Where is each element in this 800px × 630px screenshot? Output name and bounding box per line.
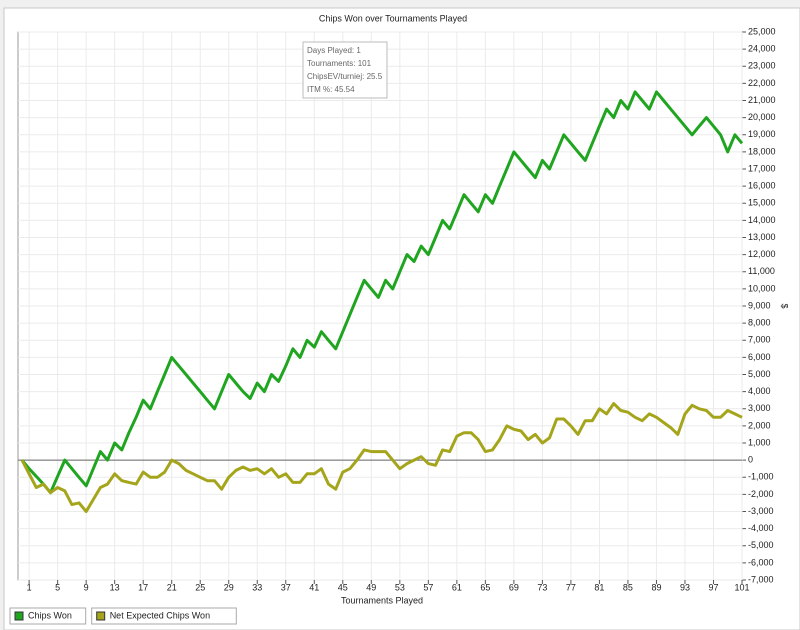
y-tick-label: -4,000 xyxy=(748,523,774,533)
x-tick-label: 89 xyxy=(651,582,661,592)
legend-frame xyxy=(91,607,237,625)
x-tick-label: 93 xyxy=(680,582,690,592)
y-tick-label: 14,000 xyxy=(748,215,776,225)
y-tick-label: -5,000 xyxy=(748,540,774,550)
x-tick-label: 37 xyxy=(281,582,291,592)
info-text: ITM %: 45.54 xyxy=(307,85,355,94)
y-tick-label: 13,000 xyxy=(748,232,776,242)
x-tick-label: 33 xyxy=(252,582,262,592)
data-line xyxy=(20,402,743,513)
x-tick-label: 49 xyxy=(366,582,376,592)
x-tick-label: 45 xyxy=(338,582,348,592)
info-text: Days Played: 1 xyxy=(307,46,361,55)
y-tick-label: 20,000 xyxy=(748,112,776,122)
y-tick-label: 18,000 xyxy=(748,146,776,156)
x-tick-label: 41 xyxy=(309,582,319,592)
legend-swatch xyxy=(14,611,24,621)
y-tick-label: -2,000 xyxy=(748,489,774,499)
x-tick-label: 69 xyxy=(509,582,519,592)
y-tick-label: 25,000 xyxy=(748,26,776,36)
y-tick-label: 4,000 xyxy=(748,386,771,396)
info-text: Tournaments: 101 xyxy=(307,59,372,68)
y-tick-label: -7,000 xyxy=(748,574,774,584)
legend-frame xyxy=(9,607,87,625)
data-line xyxy=(20,90,744,495)
legend-swatch xyxy=(96,611,106,621)
y-tick-label: 11,000 xyxy=(748,266,775,276)
x-tick-label: 53 xyxy=(395,582,405,592)
x-axis-label: Tournaments Played xyxy=(341,595,423,605)
y-tick-label: -1,000 xyxy=(748,472,774,482)
legend-item: Chips Won xyxy=(9,607,87,625)
y-tick-label: 15,000 xyxy=(748,198,776,208)
x-tick-label: 61 xyxy=(452,582,462,592)
legend-item: Net Expected Chips Won xyxy=(91,607,237,625)
legend-label: Chips Won xyxy=(28,610,72,620)
x-tick-label: 17 xyxy=(138,582,148,592)
x-tick-label: 73 xyxy=(537,582,547,592)
y-tick-label: 8,000 xyxy=(748,318,771,328)
x-tick-label: 5 xyxy=(55,582,60,592)
y-tick-label: 0 xyxy=(748,455,753,465)
y-tick-label: 22,000 xyxy=(748,78,776,88)
x-tick-label: 1 xyxy=(27,582,32,592)
y-axis-label: $ xyxy=(780,303,790,308)
info-text: ChipsEV/turniej: 25.5 xyxy=(307,72,383,81)
x-tick-label: 101 xyxy=(734,582,749,592)
y-tick-label: 23,000 xyxy=(748,61,776,71)
x-tick-label: 85 xyxy=(623,582,633,592)
y-tick-label: 7,000 xyxy=(748,335,771,345)
x-tick-label: 81 xyxy=(594,582,604,592)
y-tick-label: -3,000 xyxy=(748,506,774,516)
x-tick-label: 21 xyxy=(167,582,177,592)
y-tick-label: 9,000 xyxy=(748,300,771,310)
x-tick-label: 97 xyxy=(708,582,718,592)
y-tick-label: 6,000 xyxy=(748,352,771,362)
y-tick-label: 21,000 xyxy=(748,95,776,105)
x-tick-label: 57 xyxy=(423,582,433,592)
y-tick-label: 1,000 xyxy=(748,437,771,447)
y-tick-label: 10,000 xyxy=(748,283,776,293)
x-tick-label: 77 xyxy=(566,582,576,592)
y-tick-label: 19,000 xyxy=(748,129,776,139)
chart-title: Chips Won over Tournaments Played xyxy=(319,13,467,23)
y-tick-label: 5,000 xyxy=(748,369,771,379)
legend-label: Net Expected Chips Won xyxy=(110,610,210,620)
x-tick-label: 13 xyxy=(110,582,120,592)
y-tick-label: 2,000 xyxy=(748,420,771,430)
x-tick-label: 29 xyxy=(224,582,234,592)
y-tick-label: 16,000 xyxy=(748,181,776,191)
x-tick-label: 25 xyxy=(195,582,205,592)
y-tick-label: 3,000 xyxy=(748,403,771,413)
x-tick-label: 65 xyxy=(480,582,490,592)
y-tick-label: 24,000 xyxy=(748,44,776,54)
y-tick-label: 17,000 xyxy=(748,163,776,173)
y-tick-label: 12,000 xyxy=(748,249,776,259)
info-box xyxy=(302,41,388,99)
y-tick-label: -6,000 xyxy=(748,557,774,567)
x-tick-label: 9 xyxy=(84,582,89,592)
